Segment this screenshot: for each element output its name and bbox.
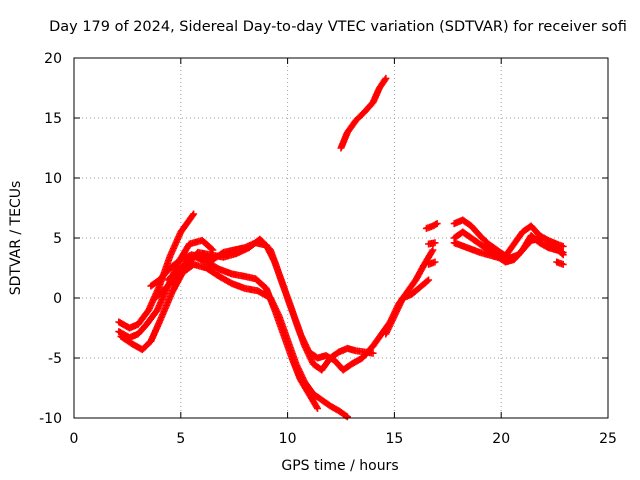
data-point	[190, 210, 198, 218]
y-tick-label: -10	[39, 411, 62, 427]
data-point	[428, 247, 436, 255]
series-track-3	[117, 235, 377, 374]
data-point	[559, 251, 567, 259]
series-track-12	[425, 258, 439, 268]
grid	[74, 58, 608, 418]
series-track-15	[450, 234, 567, 264]
x-tick-label: 25	[599, 431, 617, 447]
data-points	[115, 74, 567, 421]
data-point	[381, 76, 389, 84]
data-point	[429, 246, 437, 254]
series-track-16	[553, 258, 567, 268]
x-tick-label: 5	[176, 431, 185, 447]
x-axis-label: GPS time / hours	[281, 458, 398, 474]
x-tick-label: 20	[492, 431, 510, 447]
data-point	[208, 245, 216, 253]
series-track-10	[422, 220, 441, 232]
data-point	[425, 276, 433, 284]
data-point	[431, 258, 439, 266]
series-track-6	[164, 252, 322, 412]
series-track-11	[425, 239, 439, 248]
axis-ticks: 0 5 10 15 20 25 -10 -5 0 5 10 15 20	[39, 51, 617, 447]
data-point	[313, 403, 321, 411]
data-point	[559, 260, 567, 268]
data-point	[433, 220, 441, 228]
y-axis-label: SDTVAR / TECUs	[8, 181, 24, 296]
x-tick-label: 0	[70, 431, 79, 447]
chart-title: Day 179 of 2024, Sidereal Day-to-day VTE…	[49, 19, 627, 35]
data-point	[369, 349, 377, 357]
data-point	[314, 404, 322, 412]
data-point	[431, 239, 439, 247]
y-tick-label: 20	[44, 51, 62, 67]
data-point	[189, 211, 197, 219]
series-track-9	[382, 276, 433, 338]
data-point	[382, 74, 390, 82]
data-point	[558, 250, 566, 258]
data-point	[343, 413, 351, 421]
x-tick-label: 15	[385, 431, 403, 447]
series-track-5	[151, 260, 351, 421]
y-tick-label: 5	[53, 231, 62, 247]
data-point	[559, 242, 567, 250]
y-tick-label: 10	[44, 171, 62, 187]
series-track-4	[147, 239, 377, 374]
y-tick-label: 0	[53, 291, 62, 307]
data-point	[423, 277, 431, 285]
y-tick-label: 15	[44, 111, 62, 127]
y-tick-label: -5	[48, 351, 62, 367]
series-track-7	[337, 74, 390, 152]
x-tick-label: 10	[279, 431, 297, 447]
